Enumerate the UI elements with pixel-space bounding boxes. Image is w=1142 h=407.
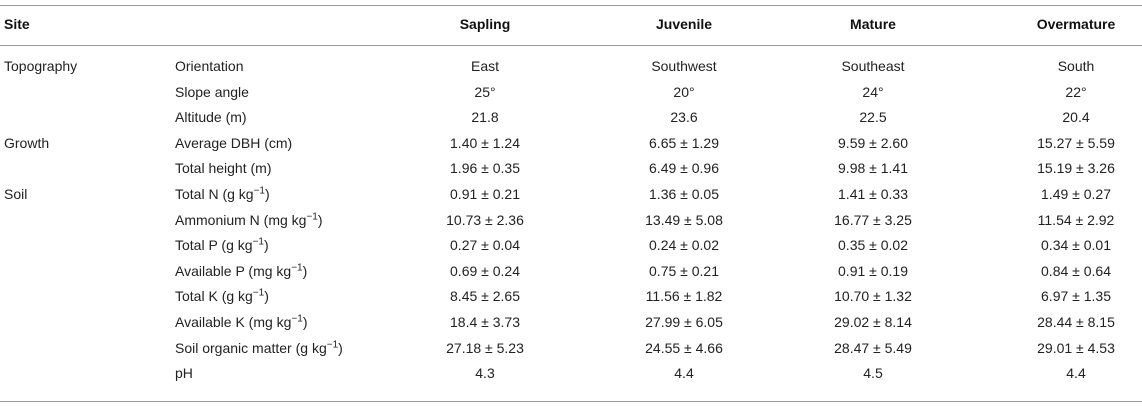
cell-sapling: 1.40 ± 1.24 [450, 134, 520, 151]
cell-sapling: 4.3 [475, 365, 495, 382]
cell-juvenile: 13.49 ± 5.08 [645, 211, 723, 228]
cell-mature: 4.5 [863, 365, 883, 382]
cell-juvenile: 11.56 ± 1.82 [645, 288, 723, 305]
row-variable-label: Available P (mg kg−1) [175, 262, 308, 279]
row-variable-label: Ammonium N (mg kg−1) [175, 210, 323, 228]
row-variable-label: Total K (g kg−1) [175, 287, 269, 305]
row-variable-label: Total N (g kg−1) [175, 185, 270, 202]
table-row: Soil organic matter (g kg−1) 27.18 ± 5.23… [0, 336, 1142, 361]
unit-exponent: −1 [291, 262, 303, 274]
cell-mature: 9.98 ± 1.41 [838, 160, 908, 177]
top-rule [0, 5, 1142, 6]
table-row: Total height (m) 1.96 ± 0.35 6.49 ± 0.96 9.… [0, 156, 1142, 181]
cell-sapling: 0.27 ± 0.04 [450, 237, 520, 254]
table-row: Ammonium N (mg kg−1) 10.73 ± 2.36 13.49 ± … [0, 208, 1142, 233]
table-row: Slope angle 25° 20° 24° 22° [0, 80, 1142, 105]
table-row: Total P (g kg−1) 0.27 ± 0.04 0.24 ± 0.02 0.… [0, 233, 1142, 258]
cell-sapling: 0.91 ± 0.21 [450, 186, 520, 202]
cell-sapling: East [470, 58, 499, 74]
cell-sapling: 8.45 ± 2.65 [450, 288, 520, 305]
cell-juvenile: 4.4 [674, 365, 694, 382]
cell-mature: 29.02 ± 8.14 [834, 314, 912, 330]
cell-overmature: 0.84 ± 0.64 [1041, 262, 1111, 279]
cell-juvenile: 6.49 ± 0.96 [649, 160, 719, 177]
unit-exponent: −1 [252, 287, 265, 299]
row-variable-label: Total height (m) [175, 160, 272, 177]
header-sapling: Sapling [459, 16, 511, 32]
cell-overmature: 22° [1065, 83, 1087, 100]
cell-sapling: 0.69 ± 0.24 [450, 262, 520, 279]
table-row: Topography Orientation East Southwest Southe… [0, 54, 1142, 79]
table-row: Soil Total N (g kg−1) 0.91 ± 0.21 1.36 ± 0.… [0, 182, 1142, 207]
cell-mature: 22.5 [859, 109, 887, 126]
cell-overmature: 1.49 ± 0.27 [1041, 186, 1111, 202]
table-row: Growth Average DBH (cm) 1.40 ± 1.24 6.65 ± … [0, 131, 1142, 156]
cell-juvenile: 0.75 ± 0.21 [649, 262, 719, 279]
table-row: Altitude (m) 21.8 23.6 22.5 20.4 [0, 105, 1142, 130]
cell-overmature: 6.97 ± 1.35 [1041, 288, 1111, 305]
cell-mature: 0.91 ± 0.19 [838, 262, 908, 279]
cell-overmature: South [1057, 58, 1095, 74]
unit-exponent: −1 [252, 236, 264, 248]
unit-exponent: −1 [306, 210, 318, 222]
row-variable-label: Available K (mg kg−1) [175, 313, 308, 330]
row-variable-label: Orientation [175, 58, 244, 74]
cell-overmature: 20.4 [1062, 109, 1090, 126]
cell-mature: 10.70 ± 1.32 [834, 288, 912, 305]
cell-juvenile: 1.36 ± 0.05 [649, 186, 719, 202]
cell-mature: 16.77 ± 3.25 [834, 211, 912, 228]
cell-overmature: 0.34 ± 0.01 [1041, 237, 1111, 254]
cell-juvenile: 6.65 ± 1.29 [649, 134, 719, 151]
cell-juvenile: 27.99 ± 6.05 [645, 314, 723, 330]
row-group-label: Soil [4, 186, 28, 202]
cell-overmature: 29.01 ± 4.53 [1037, 339, 1115, 356]
cell-mature: 9.59 ± 2.60 [838, 134, 908, 151]
header-juvenile: Juvenile [655, 16, 713, 32]
cell-juvenile: Southwest [651, 58, 717, 74]
cell-overmature: 28.44 ± 8.15 [1037, 314, 1115, 330]
table-row: Total K (g kg−1) 8.45 ± 2.65 11.56 ± 1.82 1… [0, 284, 1142, 309]
cell-juvenile: 20° [673, 83, 695, 100]
cell-mature: 0.35 ± 0.02 [838, 237, 908, 254]
cell-sapling: 27.18 ± 5.23 [446, 339, 524, 356]
table-row: pH 4.3 4.4 4.5 4.4 [0, 361, 1142, 386]
cell-overmature: 15.19 ± 3.26 [1037, 160, 1115, 177]
cell-sapling: 25° [474, 83, 496, 100]
cell-sapling: 10.73 ± 2.36 [446, 211, 524, 228]
cell-juvenile: 0.24 ± 0.02 [649, 237, 719, 254]
cell-mature: 24° [862, 83, 884, 100]
row-variable-label: Altitude (m) [175, 109, 247, 126]
header-rule [0, 45, 1142, 46]
cell-mature: 1.41 ± 0.33 [838, 186, 908, 202]
header-row: Site Sapling Juvenile Mature Overmature [0, 12, 1142, 37]
header-overmature: Overmature [1036, 16, 1116, 32]
row-variable-label: Average DBH (cm) [175, 134, 293, 151]
row-variable-label: Total P (g kg−1) [175, 236, 269, 254]
cell-overmature: 15.27 ± 5.59 [1037, 134, 1115, 151]
cell-mature: Southeast [841, 58, 905, 74]
row-variable-label: pH [175, 365, 193, 382]
cell-sapling: 1.96 ± 0.35 [450, 160, 520, 177]
row-variable-label: Slope angle [175, 83, 249, 100]
cell-sapling: 21.8 [471, 109, 499, 126]
table-row: Available P (mg kg−1) 0.69 ± 0.24 0.75 ± 0… [0, 259, 1142, 284]
cell-overmature: 4.4 [1066, 365, 1086, 382]
row-variable-label: Soil organic matter (g kg−1) [175, 338, 343, 356]
header-mature: Mature [850, 16, 896, 32]
cell-sapling: 18.4 ± 3.73 [450, 314, 520, 330]
cell-juvenile: 24.55 ± 4.66 [645, 339, 723, 356]
table-row: Available K (mg kg−1) 18.4 ± 3.73 27.99 ± … [0, 310, 1142, 335]
unit-exponent: −1 [326, 338, 339, 350]
cell-mature: 28.47 ± 5.49 [834, 339, 912, 356]
row-group-label: Growth [4, 134, 50, 151]
cell-juvenile: 23.6 [670, 109, 698, 126]
row-group-label: Topography [4, 58, 78, 74]
bottom-rule [0, 401, 1142, 402]
header-site: Site [4, 16, 30, 32]
cell-overmature: 11.54 ± 2.92 [1037, 211, 1115, 228]
unit-exponent: −1 [253, 185, 265, 197]
unit-exponent: −1 [291, 313, 303, 325]
